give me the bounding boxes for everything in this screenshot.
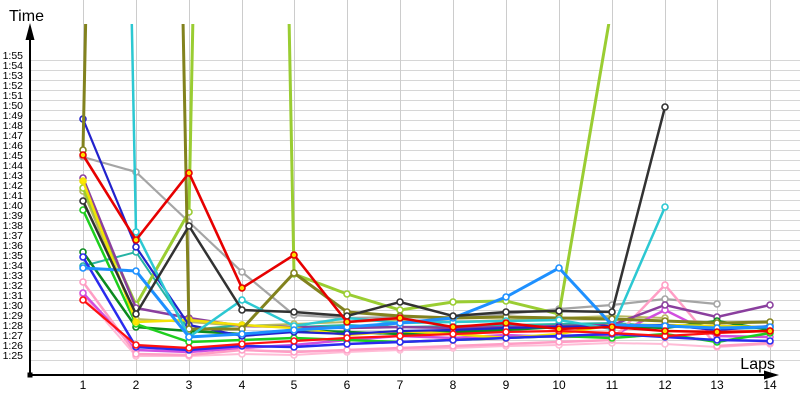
svg-text:1:54: 1:54 — [3, 60, 24, 72]
svg-text:1:44: 1:44 — [3, 160, 24, 172]
svg-text:1:36: 1:36 — [3, 240, 24, 252]
svg-text:1:55: 1:55 — [3, 50, 24, 62]
svg-text:1:47: 1:47 — [3, 130, 24, 142]
svg-text:1:38: 1:38 — [3, 220, 24, 232]
svg-text:14: 14 — [763, 378, 777, 392]
svg-text:1:53: 1:53 — [3, 70, 24, 82]
svg-text:7: 7 — [397, 378, 404, 392]
svg-text:6: 6 — [344, 378, 351, 392]
svg-text:1: 1 — [80, 378, 87, 392]
svg-text:1:33: 1:33 — [3, 270, 24, 282]
svg-text:1:27: 1:27 — [3, 330, 24, 342]
svg-text:8: 8 — [450, 378, 457, 392]
svg-text:Time: Time — [9, 8, 44, 25]
svg-text:1:45: 1:45 — [3, 150, 24, 162]
svg-text:1:39: 1:39 — [3, 210, 24, 222]
svg-text:1:41: 1:41 — [3, 190, 24, 202]
svg-text:1:49: 1:49 — [3, 110, 24, 122]
svg-text:1:42: 1:42 — [3, 180, 24, 192]
svg-text:1:35: 1:35 — [3, 250, 24, 262]
svg-text:5: 5 — [291, 378, 298, 392]
svg-text:1:46: 1:46 — [3, 140, 24, 152]
svg-text:1:31: 1:31 — [3, 290, 24, 302]
svg-text:1:51: 1:51 — [3, 90, 24, 102]
svg-text:1:40: 1:40 — [3, 200, 24, 212]
svg-text:13: 13 — [710, 378, 724, 392]
svg-text:4: 4 — [239, 378, 246, 392]
svg-text:11: 11 — [606, 378, 619, 392]
svg-text:1:52: 1:52 — [3, 80, 24, 92]
svg-text:1:37: 1:37 — [3, 230, 24, 242]
svg-text:3: 3 — [186, 378, 193, 392]
svg-text:Laps: Laps — [740, 356, 775, 373]
svg-text:1:30: 1:30 — [3, 300, 24, 312]
svg-text:1:34: 1:34 — [3, 260, 24, 272]
svg-text:1:50: 1:50 — [3, 100, 24, 112]
svg-text:9: 9 — [503, 378, 510, 392]
svg-text:1:26: 1:26 — [3, 340, 24, 352]
svg-text:1:43: 1:43 — [3, 170, 24, 182]
svg-text:10: 10 — [552, 378, 566, 392]
svg-text:1:29: 1:29 — [3, 310, 24, 322]
svg-text:1:48: 1:48 — [3, 120, 24, 132]
svg-text:1:28: 1:28 — [3, 320, 24, 332]
svg-text:12: 12 — [658, 378, 672, 392]
svg-text:1:32: 1:32 — [3, 280, 24, 292]
svg-text:1:25: 1:25 — [3, 350, 24, 362]
svg-text:2: 2 — [133, 378, 140, 392]
